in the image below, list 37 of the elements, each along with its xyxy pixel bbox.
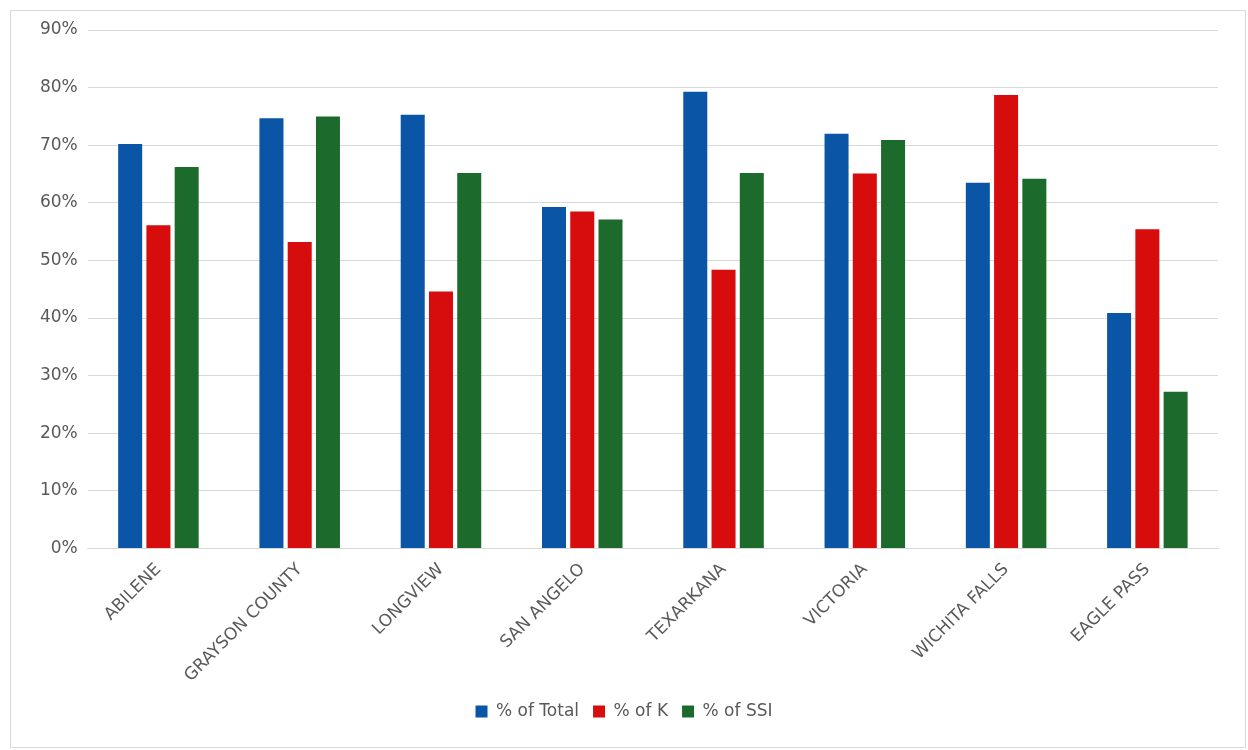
legend-label: % of Total — [496, 699, 580, 720]
legend-label: % of K — [613, 699, 669, 720]
bar — [259, 118, 284, 549]
bar — [994, 95, 1019, 549]
bar — [315, 116, 340, 549]
bar — [118, 144, 143, 549]
bar — [1107, 312, 1132, 549]
bar — [852, 173, 877, 549]
bar — [739, 172, 764, 549]
y-tick-label: 20% — [39, 421, 78, 442]
legend-label: % of SSI — [702, 699, 773, 720]
bar — [174, 167, 199, 549]
y-tick-label: 10% — [39, 479, 78, 500]
y-tick-label: 90% — [39, 18, 78, 39]
bar — [541, 206, 567, 549]
bar — [683, 91, 708, 549]
y-tick-label: 30% — [39, 364, 78, 385]
y-tick-label: 70% — [39, 133, 78, 154]
bar — [457, 172, 482, 549]
bar — [598, 219, 623, 549]
bar — [881, 140, 906, 549]
y-tick-label: 50% — [39, 248, 78, 269]
bar — [711, 269, 736, 549]
y-tick-label: 40% — [39, 306, 78, 327]
bar — [1022, 178, 1047, 549]
bar — [1163, 391, 1188, 549]
bar — [287, 242, 312, 549]
bar — [1135, 229, 1160, 549]
y-tick-label: 60% — [39, 191, 78, 212]
bar — [400, 114, 425, 549]
bar — [824, 133, 849, 549]
bar — [570, 211, 595, 549]
y-tick-label: 0% — [50, 536, 78, 557]
bar — [965, 182, 990, 549]
bar — [428, 291, 453, 549]
bar — [146, 225, 171, 549]
y-tick-label: 80% — [39, 76, 78, 97]
